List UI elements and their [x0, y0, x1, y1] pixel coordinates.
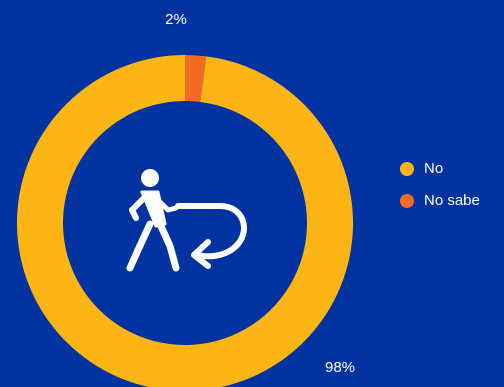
slice-no	[17, 55, 353, 387]
data-labels: 98% 2%	[165, 11, 355, 376]
data-label-no-sabe: 2%	[165, 11, 187, 28]
legend-label-no: No	[424, 160, 444, 177]
legend-item-no-sabe: No sabe	[400, 192, 480, 210]
legend-swatch-no-sabe	[400, 194, 414, 208]
legend-label-no-sabe: No sabe	[424, 192, 480, 209]
data-label-no: 98%	[325, 359, 355, 376]
slice-no-sabe	[185, 55, 207, 102]
legend: No No sabe	[400, 160, 480, 210]
legend-item-no: No	[400, 160, 480, 178]
slices	[17, 55, 353, 387]
legend-swatch-no	[400, 162, 414, 176]
person-walking-return-icon	[126, 169, 247, 272]
